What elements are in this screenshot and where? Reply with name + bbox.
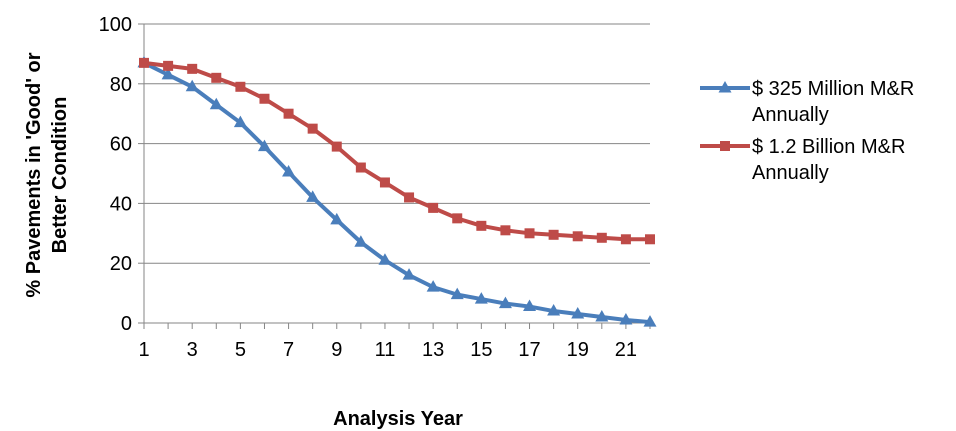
y-axis-title-line-1: % Pavements in 'Good' or	[23, 52, 45, 297]
legend-label-325-million-line-2: Annually	[752, 104, 829, 126]
x-tick-label: 7	[283, 339, 294, 361]
data-point	[500, 225, 511, 236]
data-point	[596, 232, 607, 243]
data-point	[331, 141, 342, 152]
series-layer	[137, 55, 657, 327]
data-point	[474, 292, 488, 304]
x-tick-label: 21	[615, 339, 637, 361]
axes	[138, 23, 651, 329]
x-tick-label: 11	[375, 339, 396, 361]
data-point	[233, 115, 247, 128]
data-point	[163, 60, 174, 71]
data-point	[330, 212, 344, 225]
data-point	[595, 310, 609, 322]
x-tick-label: 9	[331, 339, 342, 361]
data-point	[283, 108, 294, 119]
data-point	[257, 139, 271, 152]
data-point	[139, 57, 149, 68]
x-tick-label: 19	[567, 339, 589, 361]
data-point	[645, 234, 655, 245]
series-line	[143, 61, 651, 325]
series-2	[139, 57, 655, 245]
data-point	[355, 162, 366, 173]
data-point	[428, 202, 439, 213]
y-tick-label: 0	[121, 313, 132, 335]
legend-marker-square-icon	[720, 141, 730, 151]
data-point	[498, 296, 512, 309]
series-line	[143, 60, 650, 242]
gridlines	[144, 23, 650, 264]
data-point	[378, 253, 392, 265]
x-tick-label: 1	[138, 339, 149, 361]
legend-entry-325-million: $ 325 Million M&R Annually	[700, 78, 914, 126]
data-point	[643, 315, 657, 327]
data-point	[404, 192, 415, 203]
x-tick-label: 13	[422, 339, 444, 361]
series-1	[137, 55, 657, 327]
data-point	[209, 97, 223, 110]
x-tick-label: 5	[235, 339, 246, 361]
data-point	[187, 63, 198, 74]
data-point	[307, 123, 318, 134]
data-point	[426, 280, 440, 292]
data-point	[450, 287, 464, 300]
y-tick-label: 20	[110, 253, 132, 275]
data-point	[548, 229, 559, 240]
data-point	[402, 268, 416, 280]
data-point	[306, 190, 320, 202]
data-point	[523, 299, 537, 312]
data-point	[259, 93, 270, 104]
data-point	[354, 235, 368, 247]
legend-marker-triangle-icon	[718, 81, 732, 93]
legend-entry-1-2-billion: $ 1.2 Billion M&R Annually	[700, 136, 905, 184]
x-tick-label: 17	[518, 339, 540, 361]
y-axis-title-line-2: Better Condition	[49, 97, 71, 254]
legend: $ 325 Million M&R Annually $ 1.2 Billion…	[700, 78, 914, 184]
data-point	[211, 72, 222, 83]
legend-label-1-2-billion-line-1: $ 1.2 Billion M&R	[752, 136, 905, 158]
data-point	[524, 228, 535, 239]
y-tick-label: 80	[110, 74, 132, 96]
data-point	[547, 304, 561, 316]
data-point	[619, 313, 633, 325]
data-point	[161, 67, 175, 80]
y-tick-label: 100	[99, 14, 132, 36]
data-point	[620, 234, 631, 245]
y-tick-label: 40	[110, 193, 132, 215]
data-point	[185, 79, 199, 92]
y-axis-title: % Pavements in 'Good' or Better Conditio…	[23, 52, 71, 297]
legend-label-325-million-line-1: $ 325 Million M&R	[752, 78, 914, 100]
data-point	[282, 165, 296, 177]
x-tick-label: 15	[470, 339, 492, 361]
data-point	[572, 231, 583, 242]
data-point	[235, 81, 246, 92]
x-axis-title: Analysis Year	[333, 408, 463, 430]
y-tick-label: 60	[110, 134, 132, 156]
x-tick-label: 3	[187, 339, 198, 361]
data-point	[571, 307, 585, 319]
data-point	[476, 220, 487, 231]
legend-label-1-2-billion-line-2: Annually	[752, 162, 829, 184]
data-point	[452, 213, 463, 224]
data-point	[379, 177, 390, 188]
